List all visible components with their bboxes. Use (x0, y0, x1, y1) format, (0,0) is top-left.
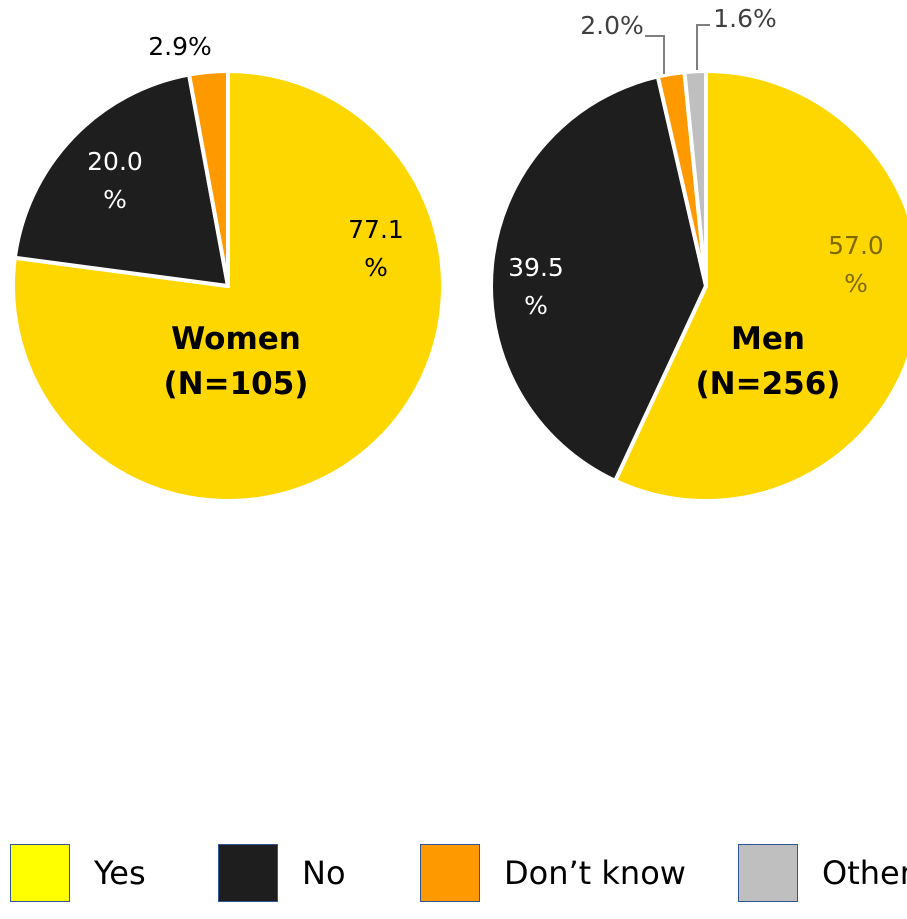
women-center-n: (N=105) (164, 366, 309, 402)
legend-swatch-dontknow (420, 844, 480, 902)
men-label-yes-line1: 57.0 (828, 231, 884, 260)
men-label-no-line2: % (524, 291, 548, 320)
legend-swatch-no (218, 844, 278, 902)
pie-women: 77.1 % 20.0 % 2.9% Women (N=105) (11, 32, 445, 503)
men-slice-other (682, 69, 708, 288)
legend-label-other: Other (822, 854, 907, 892)
legend-item-no: No (218, 843, 346, 903)
legend-item-other: Other (738, 843, 907, 903)
men-label-no-line1: 39.5 (508, 253, 564, 282)
legend-item-dontknow: Don’t know (420, 843, 686, 903)
men-label-other: 1.6% (713, 4, 777, 33)
legend-label-no: No (302, 854, 346, 892)
women-label-yes-line2: % (364, 253, 388, 282)
women-slice-dontknow (187, 69, 230, 288)
women-center-title: Women (171, 321, 301, 357)
men-label-dontknow: 2.0% (580, 11, 644, 40)
men-leader-line-other (696, 24, 710, 70)
legend-label-dontknow: Don’t know (504, 854, 686, 892)
legend-item-yes: Yes (10, 843, 146, 903)
men-center-title: Men (731, 321, 805, 357)
women-label-no-line1: 20.0 (87, 147, 143, 176)
women-label-yes-line1: 77.1 (348, 215, 404, 244)
pie-men: 57.0 % 39.5 % 2.0% 1.6% Men (N=256) (489, 4, 907, 503)
women-slice-no (12, 72, 230, 288)
men-label-yes-line2: % (844, 269, 868, 298)
legend-swatch-yes (10, 844, 70, 902)
men-slice-no (489, 74, 708, 483)
legend-label-yes: Yes (94, 854, 146, 892)
men-center-n: (N=256) (696, 366, 841, 402)
men-leader-line-dontknow (645, 35, 665, 74)
men-slice-yes (613, 69, 907, 503)
legend-swatch-other (738, 844, 798, 902)
women-label-dontknow: 2.9% (148, 32, 212, 61)
legend: Yes No Don’t know Other (0, 843, 907, 913)
women-label-no-line2: % (103, 185, 127, 214)
